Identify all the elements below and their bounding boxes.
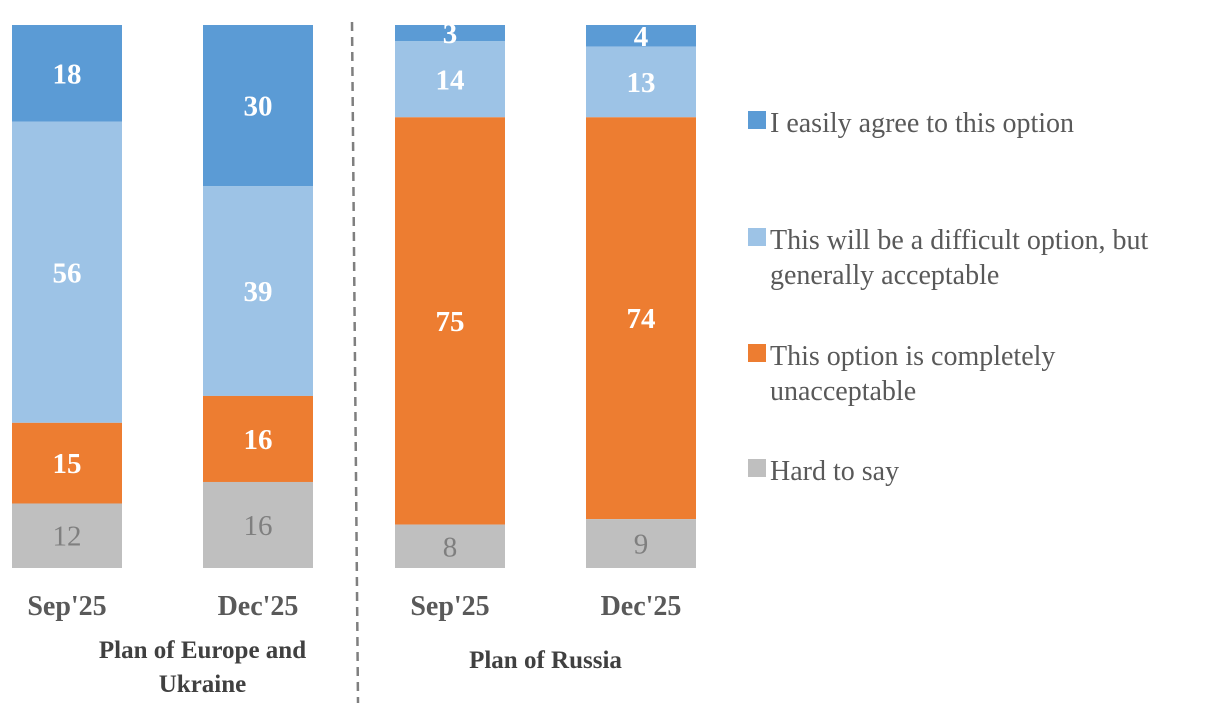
data-label: 75 [436,306,465,338]
data-label: 30 [244,91,273,123]
bar-segment-1-1 [12,25,122,122]
group-label: Plan of Russia [469,647,622,674]
data-label: 14 [436,64,465,96]
bar-segment-4-2 [586,46,696,118]
data-label: 4 [634,21,649,53]
data-label: 39 [244,276,273,308]
bar-segment-2-3 [203,395,313,482]
data-label: 56 [53,257,82,289]
legend-label: I easily agree to this option [770,108,1074,139]
legend-swatch [748,344,766,362]
bar-segment-4-3 [586,117,696,520]
legend-swatch [748,459,766,477]
category-label: Sep'25 [410,591,489,622]
legend-label: This option is completely unacceptable [770,341,1055,407]
bar-segment-3-1 [395,25,505,42]
legend: I easily agree to this option This will b… [748,108,1148,487]
bar-segment-1-4 [12,503,122,568]
category-label: Dec'25 [218,591,299,622]
bars-layer [12,25,696,568]
bar-segment-2-4 [203,481,313,568]
bar-segment-1-2 [12,121,122,423]
data-label: 16 [244,424,273,456]
data-label: 18 [53,58,82,90]
bar-segment-2-1 [203,25,313,187]
bar-segment-4-4 [586,519,696,568]
bar-segment-3-3 [395,117,505,525]
category-label: Sep'25 [27,591,106,622]
group-labels-layer: Plan of Europe and Ukraine Plan of Russia [99,637,623,698]
legend-label: Hard to say [770,456,899,487]
legend-swatch [748,228,766,246]
data-label: 15 [53,448,82,480]
data-labels-layer: 18 56 15 12 30 39 16 16 3 14 75 8 4 13 74 9 [53,18,656,563]
bar-segment-1-3 [12,422,122,504]
data-label: 16 [244,510,273,542]
bar-segment-3-4 [395,524,505,568]
data-label: 12 [53,521,82,553]
data-label: 13 [627,67,656,99]
data-label: 74 [627,303,656,335]
category-label: Dec'25 [601,591,682,622]
data-label: 8 [443,531,458,563]
group-label: Plan of Europe and Ukraine [99,637,306,698]
legend-label: This will be a difficult option, but gene… [770,225,1148,291]
data-label: 9 [634,529,649,561]
group-divider [350,21,360,704]
legend-swatch [748,111,766,129]
bar-segment-2-2 [203,186,313,396]
bar-segment-4-1 [586,25,696,47]
bar-segment-3-2 [395,41,505,118]
category-labels-layer: Sep'25 Dec'25 Sep'25 Dec'25 [27,591,681,622]
data-label: 3 [443,18,458,50]
